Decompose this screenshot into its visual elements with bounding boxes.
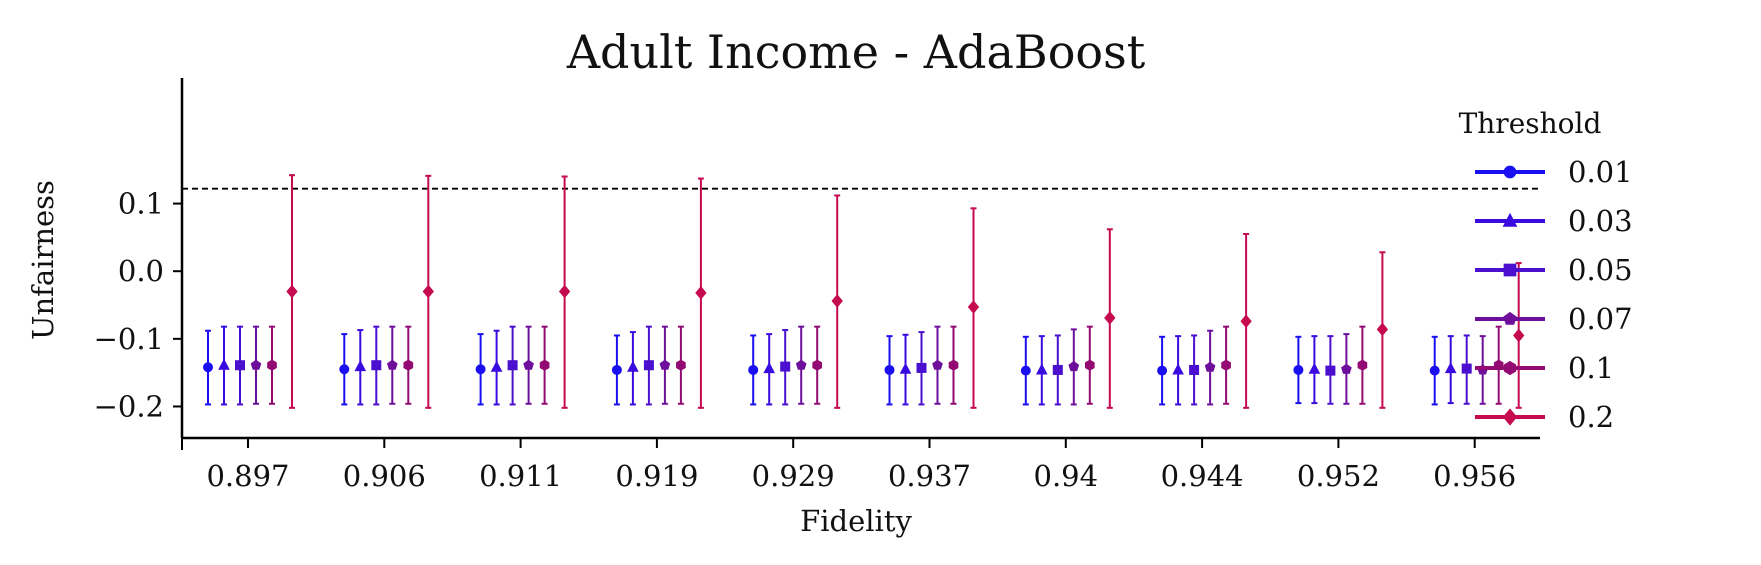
y-tick-label: 0.1: [118, 187, 164, 221]
data-point: [1376, 322, 1389, 337]
x-tick-label: 0.956: [1433, 459, 1516, 493]
data-point: [235, 360, 245, 371]
x-axis-label: Fidelity: [800, 504, 912, 538]
data-point: [354, 359, 367, 372]
series-0.2: [286, 174, 1525, 409]
data-point: [267, 359, 277, 371]
series-0.1: [267, 325, 1504, 405]
y-tick-label: −0.1: [94, 322, 164, 356]
data-point: [1020, 365, 1031, 376]
data-point: [203, 362, 213, 373]
data-point: [899, 362, 912, 374]
data-point: [780, 361, 791, 372]
legend-marker: [1503, 311, 1517, 325]
data-point: [695, 286, 707, 300]
x-tick-label: 0.919: [615, 459, 698, 493]
data-point: [475, 364, 486, 375]
y-tick-label: −0.2: [94, 389, 164, 423]
legend-label: 0.03: [1568, 204, 1633, 238]
data-point: [507, 360, 518, 371]
data-point: [932, 359, 943, 370]
data-point: [1104, 311, 1116, 325]
data-point: [831, 294, 843, 308]
data-point: [1172, 363, 1184, 375]
data-point: [386, 359, 398, 370]
legend-label: 0.01: [1568, 155, 1633, 189]
data-point: [795, 359, 807, 370]
data-point: [916, 362, 927, 373]
data-point: [1189, 364, 1200, 375]
data-point: [523, 359, 534, 370]
data-point: [748, 364, 759, 375]
data-point: [1444, 362, 1457, 374]
data-point: [1513, 328, 1525, 343]
data-point: [218, 358, 230, 370]
legend-marker: [1502, 212, 1518, 227]
legend-marker: [1503, 360, 1517, 376]
x-tick-label: 0.944: [1161, 459, 1244, 493]
data-point: [643, 360, 654, 371]
data-point: [1293, 364, 1304, 375]
data-point: [1240, 314, 1252, 329]
series-0.05: [235, 325, 1472, 406]
data-point: [812, 359, 823, 371]
data-point: [1357, 359, 1368, 371]
data-point: [1035, 363, 1048, 375]
data-point: [422, 284, 434, 299]
data-point: [884, 364, 895, 375]
legend-marker: [1502, 408, 1518, 426]
data-point: [250, 359, 262, 370]
data-point: [1052, 364, 1063, 375]
legend-label: 0.07: [1568, 302, 1633, 336]
series-0.01: [203, 329, 1440, 406]
data-point: [1204, 361, 1216, 372]
legend-label: 0.05: [1568, 253, 1633, 287]
data-point: [490, 360, 503, 372]
x-tick-label: 0.937: [888, 459, 971, 493]
data-point: [1068, 360, 1080, 372]
series-0.07: [250, 325, 1489, 406]
data-point: [948, 359, 959, 371]
data-point: [1084, 359, 1095, 371]
x-tick-label: 0.952: [1297, 459, 1380, 493]
x-tick-label: 0.906: [343, 459, 426, 493]
chart-title: Adult Income - AdaBoost: [566, 25, 1146, 79]
data-point: [676, 359, 686, 371]
data-point: [403, 359, 414, 371]
data-point: [371, 360, 382, 371]
legend-label: 0.2: [1568, 400, 1614, 434]
legend-marker: [1503, 263, 1517, 277]
data-point: [1461, 363, 1472, 374]
legend-title: Threshold: [1459, 107, 1602, 140]
plot-area: −0.2 −0.1 0.0 0.1 0.897 0.906 0.911 0.919 0.929 0…: [94, 78, 1540, 493]
data-point: [659, 359, 671, 370]
x-tick-label: 0.929: [752, 459, 835, 493]
data-point: [1429, 365, 1440, 376]
data-point: [1221, 359, 1231, 371]
legend: Threshold 0.01 0.03 0.05 0.07 0.1 0.2: [1459, 107, 1633, 434]
legend-label: 0.1: [1568, 351, 1614, 385]
data-point: [967, 300, 980, 314]
data-point: [1341, 363, 1352, 374]
data-point: [339, 364, 350, 375]
series-0.03: [218, 325, 1457, 406]
data-point: [558, 284, 571, 299]
data-point: [1157, 365, 1168, 376]
data-point: [1325, 365, 1336, 376]
data-point: [1308, 362, 1321, 374]
x-tick-label: 0.911: [479, 459, 562, 493]
legend-marker: [1503, 165, 1517, 179]
data-point: [611, 364, 622, 375]
y-axis-label: Unfairness: [26, 180, 60, 340]
x-tick-label: 0.897: [206, 459, 289, 493]
y-tick-label: 0.0: [118, 254, 164, 288]
data-point: [627, 360, 639, 372]
data-point: [286, 284, 298, 299]
x-tick-label: 0.94: [1034, 459, 1099, 493]
data-point: [763, 362, 776, 374]
data-point: [539, 359, 550, 371]
